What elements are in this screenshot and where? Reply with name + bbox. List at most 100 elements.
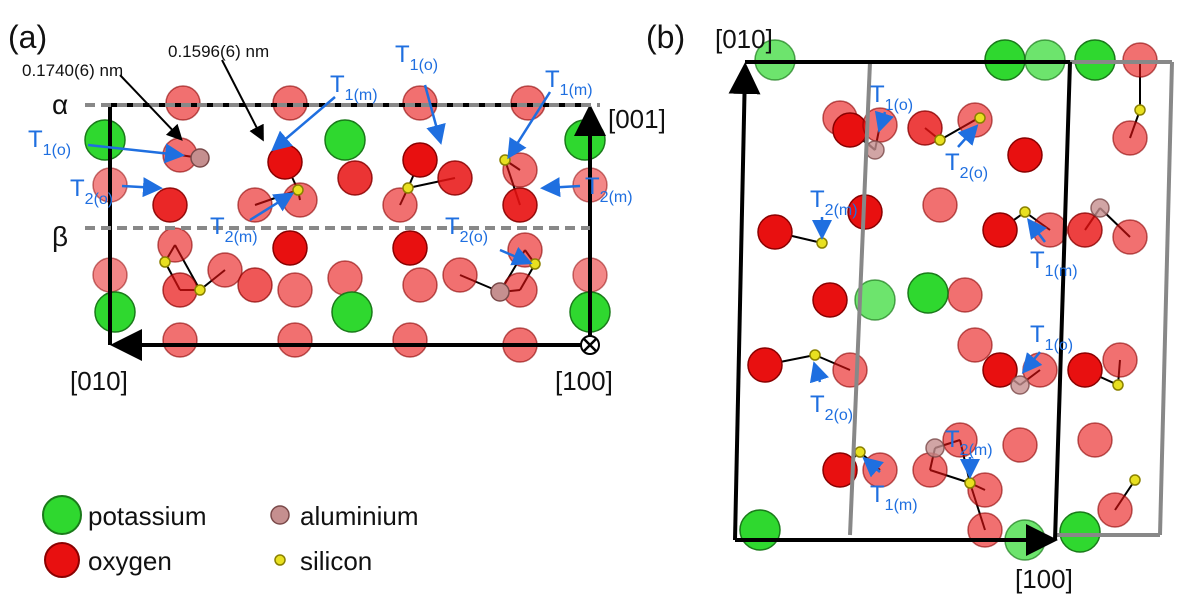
atom-o [393, 323, 427, 357]
atom-al [1011, 376, 1029, 394]
atom-si [403, 183, 413, 193]
atom-o [328, 261, 362, 295]
legend-label: silicon [300, 546, 372, 576]
atom-o [923, 188, 957, 222]
site-symbol: T [28, 126, 43, 153]
site-symbol: T [545, 66, 560, 93]
site-symbol: T [810, 186, 825, 213]
atom-o [403, 268, 437, 302]
site-label: T2(o) [945, 149, 988, 182]
site-symbol: T [330, 71, 345, 98]
site-subscript: 1(m) [560, 82, 593, 99]
atom-si [1113, 380, 1123, 390]
site-label: T2(m) [810, 186, 858, 219]
atom-k [1060, 512, 1100, 552]
atom-si [293, 185, 303, 195]
atom-al [191, 149, 209, 167]
figure: (a) (b) 0.1740(6) nm 0.1596(6) nm α β [0… [0, 0, 1177, 595]
panel-label: (b) [646, 19, 685, 55]
axis-label: [001] [608, 104, 666, 134]
atom-k [740, 510, 780, 550]
atom-al [866, 141, 884, 159]
atom-si [160, 257, 170, 267]
site-symbol: T [585, 173, 600, 200]
site-subscript: 1(o) [885, 97, 913, 114]
site-symbol: T [810, 391, 825, 418]
atom-o [1008, 138, 1042, 172]
atom-si [500, 155, 510, 165]
atom-o [1078, 423, 1112, 457]
site-subscript: 1(o) [1045, 337, 1073, 354]
atom-o [403, 143, 437, 177]
atom-o [1033, 213, 1067, 247]
atom-o [1003, 428, 1037, 462]
atom-o [758, 215, 792, 249]
atom-o [1113, 220, 1147, 254]
plane-label: β [52, 221, 68, 252]
bond-length: 0.1596(6) nm [168, 42, 269, 61]
site-symbol: T [1030, 321, 1045, 348]
site-subscript: 2(m) [960, 442, 993, 459]
site-subscript: 2(m) [225, 229, 258, 246]
site-subscript: 1(m) [1045, 263, 1078, 280]
atom-o [383, 188, 417, 222]
atom-o [1098, 493, 1132, 527]
axis-label: [010] [70, 366, 128, 396]
atom-si [1020, 207, 1030, 217]
atom-o [1113, 121, 1147, 155]
atom-o [833, 113, 867, 147]
site-label: T1(o) [1030, 321, 1073, 354]
site-subscript: 2(o) [825, 407, 853, 424]
site-label: T2(o) [810, 391, 853, 424]
atom-o [503, 188, 537, 222]
atom-o [1103, 343, 1137, 377]
site-symbol: T [210, 213, 225, 240]
atom-o [273, 231, 307, 265]
legend-label: potassium [88, 501, 207, 531]
site-symbol: T [1030, 247, 1045, 274]
atom-si [195, 285, 205, 295]
atom-o [968, 473, 1002, 507]
legend-label: oxygen [88, 546, 172, 576]
panel-label: (a) [8, 19, 47, 55]
atom-o [238, 268, 272, 302]
atom-si [855, 447, 865, 457]
atom-si [530, 259, 540, 269]
site-subscript: 2(o) [460, 229, 488, 246]
atom-al [926, 439, 944, 457]
atom-k [908, 273, 948, 313]
atom-o [438, 161, 472, 195]
site-symbol: T [945, 149, 960, 176]
atom-o [1068, 213, 1102, 247]
atom-o [153, 188, 187, 222]
site-symbol: T [870, 81, 885, 108]
atom-si [1135, 105, 1145, 115]
atom-si [935, 135, 945, 145]
atom-si [1130, 475, 1140, 485]
site-subscript: 2(o) [85, 191, 113, 208]
atom-al [491, 283, 509, 301]
site-subscript: 1(o) [43, 142, 71, 159]
axis-label: [010] [715, 24, 773, 54]
site-label: T1(m) [1030, 247, 1078, 280]
atom-k [95, 292, 135, 332]
site-subscript: 2(o) [960, 165, 988, 182]
atom-o [163, 273, 197, 307]
plane-label: α [52, 89, 68, 120]
atom-si [975, 113, 985, 123]
atom-o [948, 278, 982, 312]
atom-si [965, 478, 975, 488]
atom-o [163, 323, 197, 357]
site-symbol: T [70, 175, 85, 202]
legend-label: aluminium [300, 501, 419, 531]
site-symbol: T [870, 481, 885, 508]
atom-si [817, 238, 827, 248]
site-label: T1(o) [28, 126, 71, 159]
site-subscript: 2(m) [600, 189, 633, 206]
site-symbol: T [445, 213, 460, 240]
site-subscript: 1(m) [345, 87, 378, 104]
site-label: T2(o) [445, 213, 488, 246]
site-subscript: 2(m) [825, 202, 858, 219]
site-subscript: 1(o) [410, 57, 438, 74]
atom-o [268, 145, 302, 179]
